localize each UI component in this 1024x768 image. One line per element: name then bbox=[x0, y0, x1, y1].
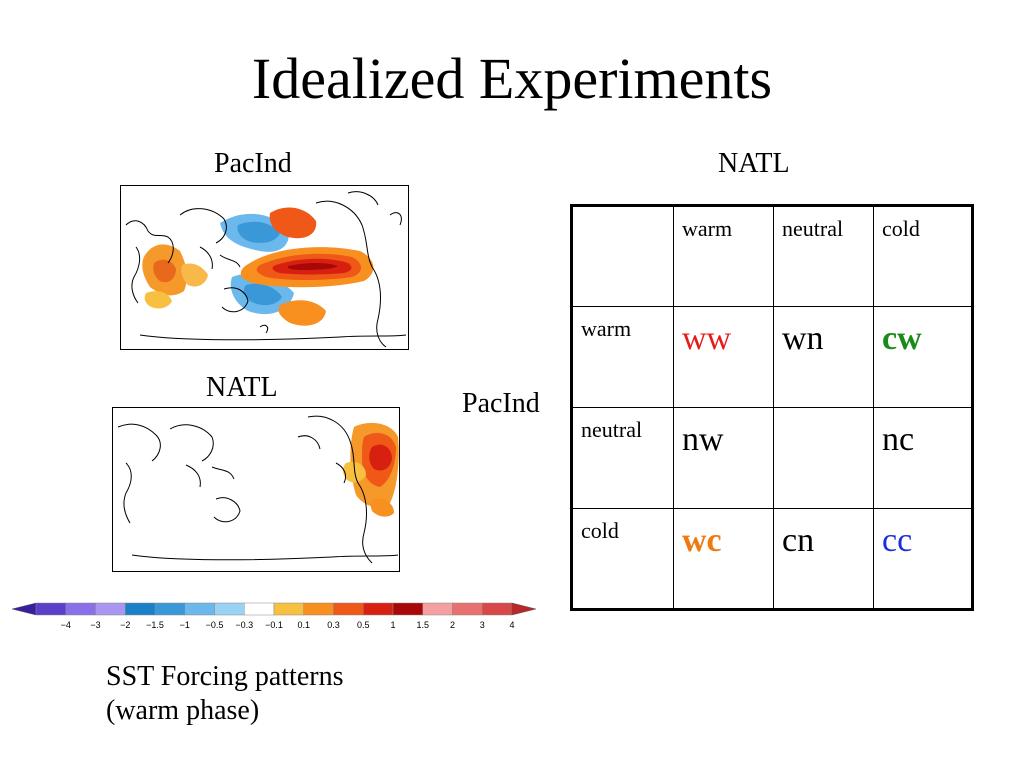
colorbar-tick-label: −0.1 bbox=[265, 620, 283, 630]
slide-title: Idealized Experiments bbox=[251, 46, 773, 111]
matrix-top-label: NATL bbox=[718, 148, 790, 179]
matrix-side-label: PacInd bbox=[462, 388, 540, 419]
colorbar-tick-label: 4 bbox=[509, 620, 514, 630]
natl-sst-map bbox=[112, 407, 400, 572]
matrix-cell: wn bbox=[773, 306, 874, 408]
colorbar-swatch bbox=[184, 602, 215, 616]
cell-nw: nw bbox=[682, 421, 724, 458]
colorbar-swatch bbox=[35, 602, 66, 616]
colorbar-swatch bbox=[95, 602, 126, 616]
colorbar-swatch bbox=[125, 602, 156, 616]
colorbar-swatch bbox=[273, 602, 304, 616]
colorbar-tick-label: −4 bbox=[61, 620, 71, 630]
matrix-cell: nc bbox=[873, 407, 973, 509]
row-header-warm: warm bbox=[571, 306, 674, 408]
caption-line-2: (warm phase) bbox=[106, 695, 260, 726]
colorbar-tick-label: 0.5 bbox=[357, 620, 370, 630]
pacind-map-label: PacInd bbox=[214, 148, 292, 179]
row-header-label: warm bbox=[581, 316, 632, 341]
colorbar-tick-label: −1 bbox=[180, 620, 190, 630]
cell-cn: cn bbox=[782, 522, 815, 559]
colorbar-swatch bbox=[452, 602, 483, 616]
colorbar-swatch bbox=[11, 602, 37, 616]
colorbar-swatch bbox=[392, 602, 423, 616]
colorbar-tick-label: 0.3 bbox=[327, 620, 340, 630]
colorbar-swatch bbox=[363, 602, 394, 616]
colorbar-tick-label: −0.5 bbox=[206, 620, 224, 630]
forcing-caption: SST Forcing patterns (warm phase) bbox=[106, 660, 343, 728]
colorbar-swatch bbox=[303, 602, 334, 616]
colorbar-tick-label: 2 bbox=[450, 620, 455, 630]
colorbar-swatch bbox=[511, 602, 537, 616]
matrix-row-cold: cold wc cn cc bbox=[571, 508, 973, 610]
colorbar-swatch bbox=[333, 602, 364, 616]
col-header-warm: warm bbox=[673, 205, 774, 307]
colorbar-tick-label: −2 bbox=[120, 620, 130, 630]
row-header-label: cold bbox=[581, 518, 619, 543]
cell-cc: cc bbox=[882, 522, 913, 559]
col-header-label: neutral bbox=[782, 216, 844, 241]
cell-ww: ww bbox=[682, 320, 732, 357]
col-header-label: warm bbox=[682, 216, 733, 241]
col-header-label: cold bbox=[882, 216, 920, 241]
colorbar-tick-label: 1 bbox=[390, 620, 395, 630]
matrix-row-warm: warm ww wn cw bbox=[571, 306, 973, 408]
colorbar-swatch bbox=[244, 602, 275, 616]
matrix-cell: cn bbox=[773, 508, 874, 610]
row-header-label: neutral bbox=[581, 417, 643, 442]
matrix-cell: ww bbox=[673, 306, 774, 408]
row-header-cold: cold bbox=[571, 508, 674, 610]
colorbar-tick-label: −3 bbox=[90, 620, 100, 630]
matrix-cell: nw bbox=[673, 407, 774, 509]
experiment-matrix: warm neutral cold warm ww wn cw neutral … bbox=[570, 204, 974, 611]
col-header-neutral: neutral bbox=[773, 205, 874, 307]
matrix-cell: cw bbox=[873, 306, 973, 408]
colorbar-tick-label: 1.5 bbox=[416, 620, 429, 630]
matrix-cell bbox=[773, 407, 874, 509]
colorbar-tick-label: −0.3 bbox=[235, 620, 253, 630]
colorbar-swatch bbox=[65, 602, 96, 616]
colorbar-tick-label: 3 bbox=[480, 620, 485, 630]
cell-wc: wc bbox=[682, 522, 722, 559]
matrix-cell: wc bbox=[673, 508, 774, 610]
colorbar-swatch bbox=[154, 602, 185, 616]
natl-map-label: NATL bbox=[206, 372, 278, 403]
matrix-row-neutral: neutral nw nc bbox=[571, 407, 973, 509]
matrix-cell: cc bbox=[873, 508, 973, 610]
matrix-corner-cell bbox=[571, 205, 674, 307]
col-header-cold: cold bbox=[873, 205, 973, 307]
sst-colorbar: −4 −3 −2 −1.5 −1 −0.5 −0.3 −0.1 0.1 0.3 0.5 1 1.5 2 3 4 bbox=[8, 600, 540, 635]
matrix-header-row: warm neutral cold bbox=[571, 205, 973, 307]
colorbar-tick-label: −1.5 bbox=[146, 620, 164, 630]
pacind-sst-map bbox=[120, 185, 410, 350]
colorbar-swatch bbox=[482, 602, 513, 616]
colorbar-swatch bbox=[214, 602, 245, 616]
cell-wn: wn bbox=[782, 320, 824, 357]
cell-cw: cw bbox=[882, 320, 922, 357]
row-header-neutral: neutral bbox=[571, 407, 674, 509]
cell-nc: nc bbox=[882, 421, 915, 458]
colorbar-swatch bbox=[422, 602, 453, 616]
caption-line-1: SST Forcing patterns bbox=[106, 661, 344, 692]
colorbar-tick-label: 0.1 bbox=[297, 620, 310, 630]
